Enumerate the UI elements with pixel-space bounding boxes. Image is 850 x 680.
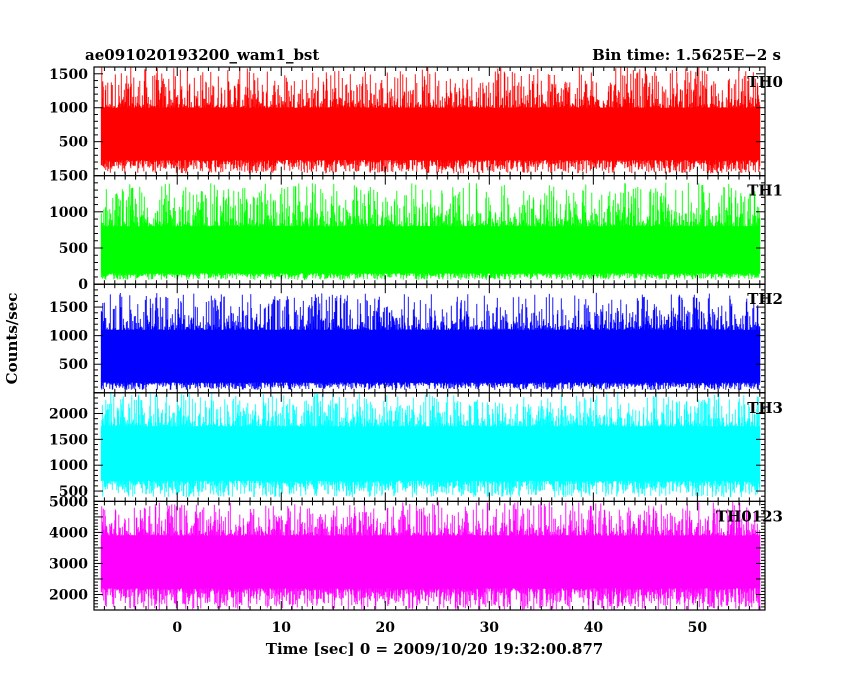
panel-label: TH3	[747, 399, 783, 417]
y-tick-label: 500	[59, 484, 88, 500]
series-th0123	[100, 501, 761, 610]
x-tick-label: 20	[376, 620, 396, 636]
y-tick-label: 1000	[49, 205, 88, 221]
series-th0	[100, 67, 761, 174]
x-tick-label: 40	[584, 620, 604, 636]
y-tick-label: 1000	[49, 329, 88, 345]
series-th2	[100, 292, 761, 390]
y-tick-label: 5000	[49, 494, 88, 510]
x-tick-label: 10	[272, 620, 292, 636]
chart-title-left: ae091020193200_wam1_bst	[85, 46, 319, 64]
y-tick-label: 1000	[49, 101, 88, 117]
panel-th0: 500 1000 1500 TH0	[49, 66, 783, 177]
y-tick-label: 1500	[49, 67, 88, 83]
x-tick-label: 0	[172, 620, 182, 636]
y-tick-label: 1500	[49, 300, 88, 316]
y-tick-label: 1500	[49, 432, 88, 448]
y-tick-label: 500	[59, 135, 88, 151]
panel-th1: 0 500 1000 1500 TH1	[49, 169, 783, 294]
y-axis-label: Counts/sec	[3, 293, 21, 385]
y-tick-label: 4000	[49, 525, 88, 541]
panel-label: TH1	[747, 182, 783, 200]
y-tick-label: 2000	[49, 587, 88, 603]
panel-label: TH0	[747, 73, 783, 91]
series-th1	[100, 182, 761, 280]
y-tick-label: 500	[59, 241, 88, 257]
x-tick-label: 50	[688, 620, 708, 636]
y-tick-label: 1000	[49, 458, 88, 474]
panel-th0123: 2000 3000 4000 5000 TH0123	[49, 494, 783, 611]
x-axis-label: Time [sec] 0 = 2009/10/20 19:32:00.877	[266, 640, 603, 658]
y-tick-label: 2000	[49, 406, 88, 422]
series-th3	[100, 392, 761, 498]
y-tick-label: 1500	[49, 169, 88, 185]
x-tick-label: 30	[480, 620, 500, 636]
panel-label: TH0123	[716, 507, 783, 525]
panel-frame	[93, 500, 766, 611]
panel-label: TH2	[747, 290, 783, 308]
y-tick-label: 500	[59, 357, 88, 373]
y-tick-label: 0	[78, 277, 88, 293]
chart-title-right: Bin time: 1.5625E−2 s	[592, 46, 781, 64]
y-tick-label: 3000	[49, 556, 88, 572]
panel-th2: 500 1000 1500 TH2	[49, 283, 783, 394]
panel-th3: 500 1000 1500 2000 TH3	[49, 392, 783, 502]
